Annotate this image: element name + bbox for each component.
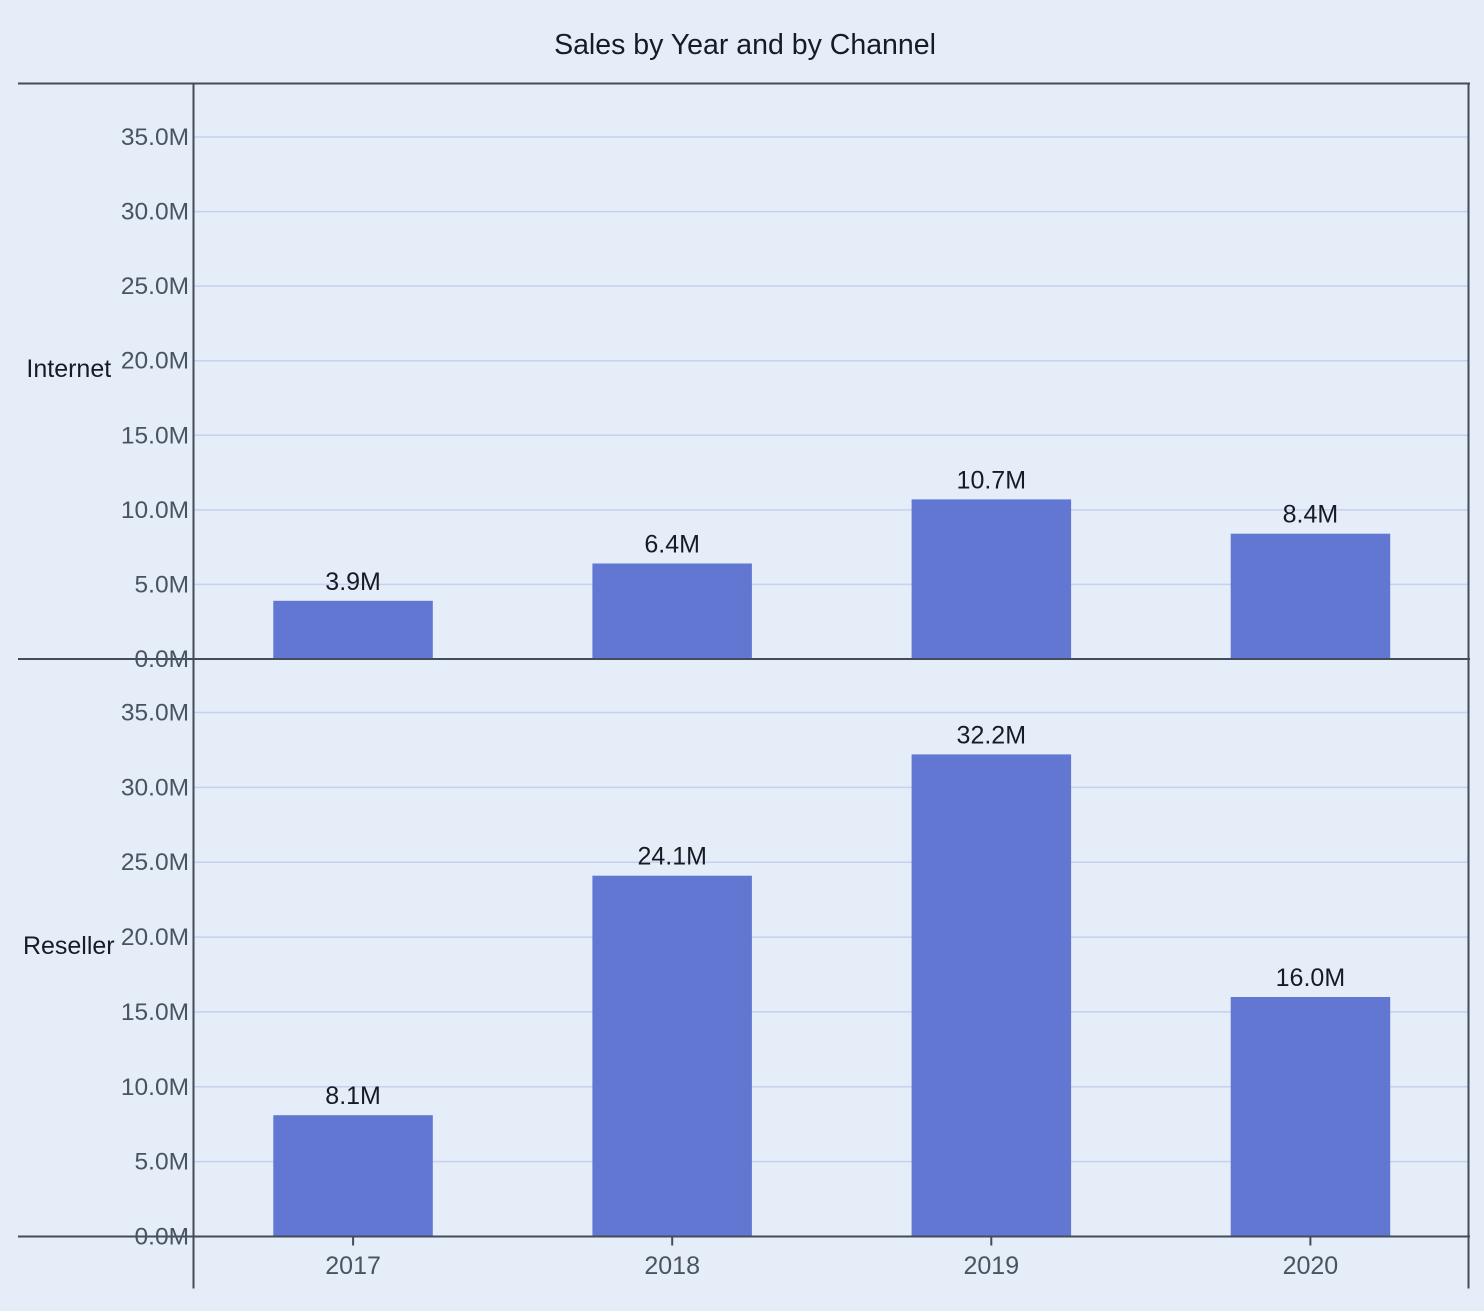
svg-text:Reseller: Reseller xyxy=(23,932,115,960)
svg-text:2017: 2017 xyxy=(325,1252,381,1280)
svg-text:16.0M: 16.0M xyxy=(1276,964,1345,992)
svg-text:15.0M: 15.0M xyxy=(121,999,189,1026)
svg-text:10.0M: 10.0M xyxy=(121,1074,189,1101)
svg-text:0.0M: 0.0M xyxy=(135,1224,189,1251)
svg-text:2020: 2020 xyxy=(1283,1252,1339,1280)
svg-text:3.9M: 3.9M xyxy=(325,568,381,596)
svg-text:32.2M: 32.2M xyxy=(957,721,1026,749)
svg-text:Internet: Internet xyxy=(26,355,111,383)
svg-text:20.0M: 20.0M xyxy=(121,924,189,951)
svg-text:35.0M: 35.0M xyxy=(121,700,189,727)
svg-text:8.4M: 8.4M xyxy=(1283,501,1339,529)
svg-text:2018: 2018 xyxy=(644,1252,700,1280)
svg-text:25.0M: 25.0M xyxy=(121,849,189,876)
svg-text:2019: 2019 xyxy=(963,1252,1019,1280)
svg-text:5.0M: 5.0M xyxy=(135,1149,189,1176)
svg-text:30.0M: 30.0M xyxy=(121,199,189,226)
svg-text:10.7M: 10.7M xyxy=(957,466,1026,494)
svg-text:8.1M: 8.1M xyxy=(325,1082,381,1110)
svg-text:6.4M: 6.4M xyxy=(644,531,700,559)
svg-text:Sales by Year and by Channel: Sales by Year and by Channel xyxy=(554,29,936,61)
svg-text:35.0M: 35.0M xyxy=(121,124,189,151)
svg-text:5.0M: 5.0M xyxy=(135,571,189,598)
svg-text:25.0M: 25.0M xyxy=(121,273,189,300)
svg-text:15.0M: 15.0M xyxy=(121,422,189,449)
svg-text:10.0M: 10.0M xyxy=(121,497,189,524)
svg-text:24.1M: 24.1M xyxy=(637,843,706,871)
svg-text:30.0M: 30.0M xyxy=(121,774,189,801)
svg-text:20.0M: 20.0M xyxy=(121,348,189,375)
svg-text:0.0M: 0.0M xyxy=(135,646,189,673)
